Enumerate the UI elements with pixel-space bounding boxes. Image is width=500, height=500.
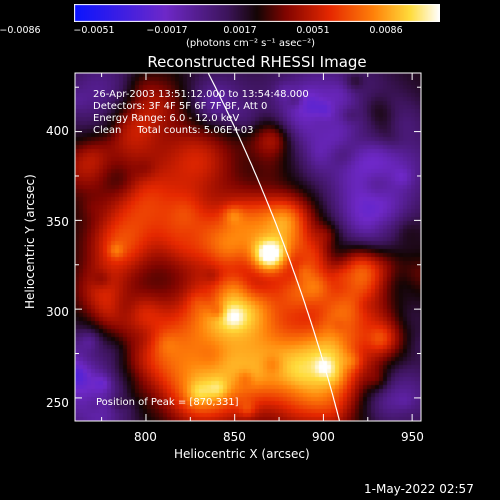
x-axis-title: Heliocentric X (arcsec) — [174, 447, 310, 461]
colorbar-tick-label: −0.0017 — [146, 25, 188, 36]
colorbar — [74, 4, 440, 22]
info-line-time: 26-Apr-2003 13:51:12.000 to 13:54:48.000 — [93, 89, 309, 100]
colorbar-tick-label: 0.0051 — [296, 25, 330, 36]
plot-frame — [74, 72, 422, 422]
footer-date: 1-May-2022 02:57 — [364, 482, 474, 496]
info-line-detectors: Detectors: 3F 4F 5F 6F 7F 8F, Att 0 — [93, 101, 268, 112]
colorbar-tick-label: −0.0051 — [73, 25, 115, 36]
y-tick-label: 400 — [46, 124, 69, 138]
x-tick-label: 950 — [401, 430, 424, 444]
observation-info: 26-Apr-2003 13:51:12.000 to 13:54:48.000… — [93, 89, 309, 137]
info-line-energy: Energy Range: 6.0 - 12.0 keV — [93, 113, 240, 124]
y-tick-label: 300 — [46, 305, 69, 319]
y-tick-label: 350 — [46, 215, 69, 229]
colorbar-tick-label: −0.0086 — [0, 25, 41, 36]
info-line-counts: Clean Total counts: 5.06E+03 — [93, 125, 254, 136]
colorbar-tick-label: 0.0086 — [369, 25, 403, 36]
x-tick-label: 850 — [223, 430, 246, 444]
rhessi-image — [75, 73, 421, 421]
y-axis-title: Heliocentric Y (arcsec) — [23, 174, 37, 309]
colorbar-tick-label: 0.0017 — [223, 25, 257, 36]
peak-position-label: Position of Peak = [870,331] — [96, 397, 239, 408]
x-tick-label: 900 — [312, 430, 335, 444]
plot-title: Reconstructed RHESSI Image — [147, 53, 367, 71]
x-tick-label: 800 — [134, 430, 157, 444]
axis-ticks — [75, 73, 421, 421]
y-tick-label: 250 — [46, 396, 69, 410]
colorbar-units: (photons cm⁻² s⁻¹ asec⁻²) — [186, 38, 316, 49]
solar-limb-line — [207, 72, 341, 422]
